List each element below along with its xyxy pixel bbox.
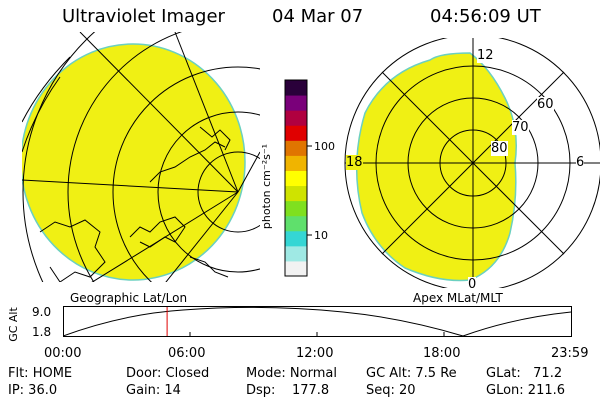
colorbar-segment xyxy=(285,110,307,126)
colorbar-segment xyxy=(285,125,307,141)
mlt-label-18: 18 xyxy=(346,155,363,170)
colorbar-segment xyxy=(285,260,307,277)
colorbar-segment xyxy=(285,155,307,171)
instrument-title: Ultraviolet Imager xyxy=(62,6,225,27)
mlt-label-12: 12 xyxy=(477,48,494,63)
polar-emission-region xyxy=(355,52,517,282)
altitude-xtick-1800: 18:00 xyxy=(423,346,461,361)
colorbar-segment xyxy=(285,95,307,111)
colorbar-tick-100: 100 xyxy=(314,140,335,153)
colorbar-segment xyxy=(285,80,307,96)
colorbar-segment xyxy=(285,140,307,156)
altitude-xtick-2359: 23:59 xyxy=(551,346,589,361)
colorbar-segment xyxy=(285,245,307,262)
mlt-label-0: 0 xyxy=(468,277,477,292)
colorbar-unit-label: photon cm⁻²s⁻¹ xyxy=(260,143,274,230)
mlat-label-70: 70 xyxy=(512,120,529,135)
mlat-mlt-polar-plot xyxy=(344,38,600,288)
info-dsp: Dsp: 177.8 xyxy=(246,383,330,398)
mlat-label-60: 60 xyxy=(537,97,554,112)
info-flight: Flt: HOME xyxy=(8,366,73,381)
colorbar-segment xyxy=(285,200,307,217)
info-gain: Gain: 14 xyxy=(126,383,181,398)
geo-emission-disk xyxy=(22,43,246,281)
info-glon: GLon: 211.6 xyxy=(486,383,566,398)
altitude-ytick-max: 9.0 xyxy=(32,305,52,319)
geographic-map xyxy=(22,32,260,282)
altitude-curve xyxy=(63,306,572,337)
date-label: 04 Mar 07 xyxy=(272,6,364,27)
altitude-xtick-1200: 12:00 xyxy=(296,346,334,361)
colorbar-segment xyxy=(285,215,307,232)
apex-caption: Apex MLat/MLT xyxy=(413,291,503,305)
altitude-xtick-0600: 06:00 xyxy=(168,346,206,361)
geographic-caption: Geographic Lat/Lon xyxy=(70,291,188,305)
altitude-ylabel: GC Alt xyxy=(6,307,20,342)
colorbar-segment xyxy=(285,185,307,202)
info-glat: GLat: 71.2 xyxy=(486,366,563,381)
time-label: 04:56:09 UT xyxy=(430,6,541,27)
altitude-xtick-0000: 00:00 xyxy=(44,346,82,361)
altitude-ytick-min: 1.8 xyxy=(32,325,52,339)
colorbar-segment xyxy=(285,230,307,247)
info-mode: Mode: Normal xyxy=(246,366,337,381)
mlat-label-80: 80 xyxy=(491,141,508,156)
colorbar-segment xyxy=(285,170,307,187)
info-seq: Seq: 20 xyxy=(366,383,416,398)
info-gc-alt: GC Alt: 7.5 Re xyxy=(366,366,457,381)
altitude-plot xyxy=(63,306,572,337)
mlt-label-6: 6 xyxy=(576,155,585,170)
colorbar-tick-10: 10 xyxy=(314,229,328,242)
info-ip: IP: 36.0 xyxy=(8,383,58,398)
info-door: Door: Closed xyxy=(126,366,210,381)
colorbar xyxy=(284,79,312,277)
